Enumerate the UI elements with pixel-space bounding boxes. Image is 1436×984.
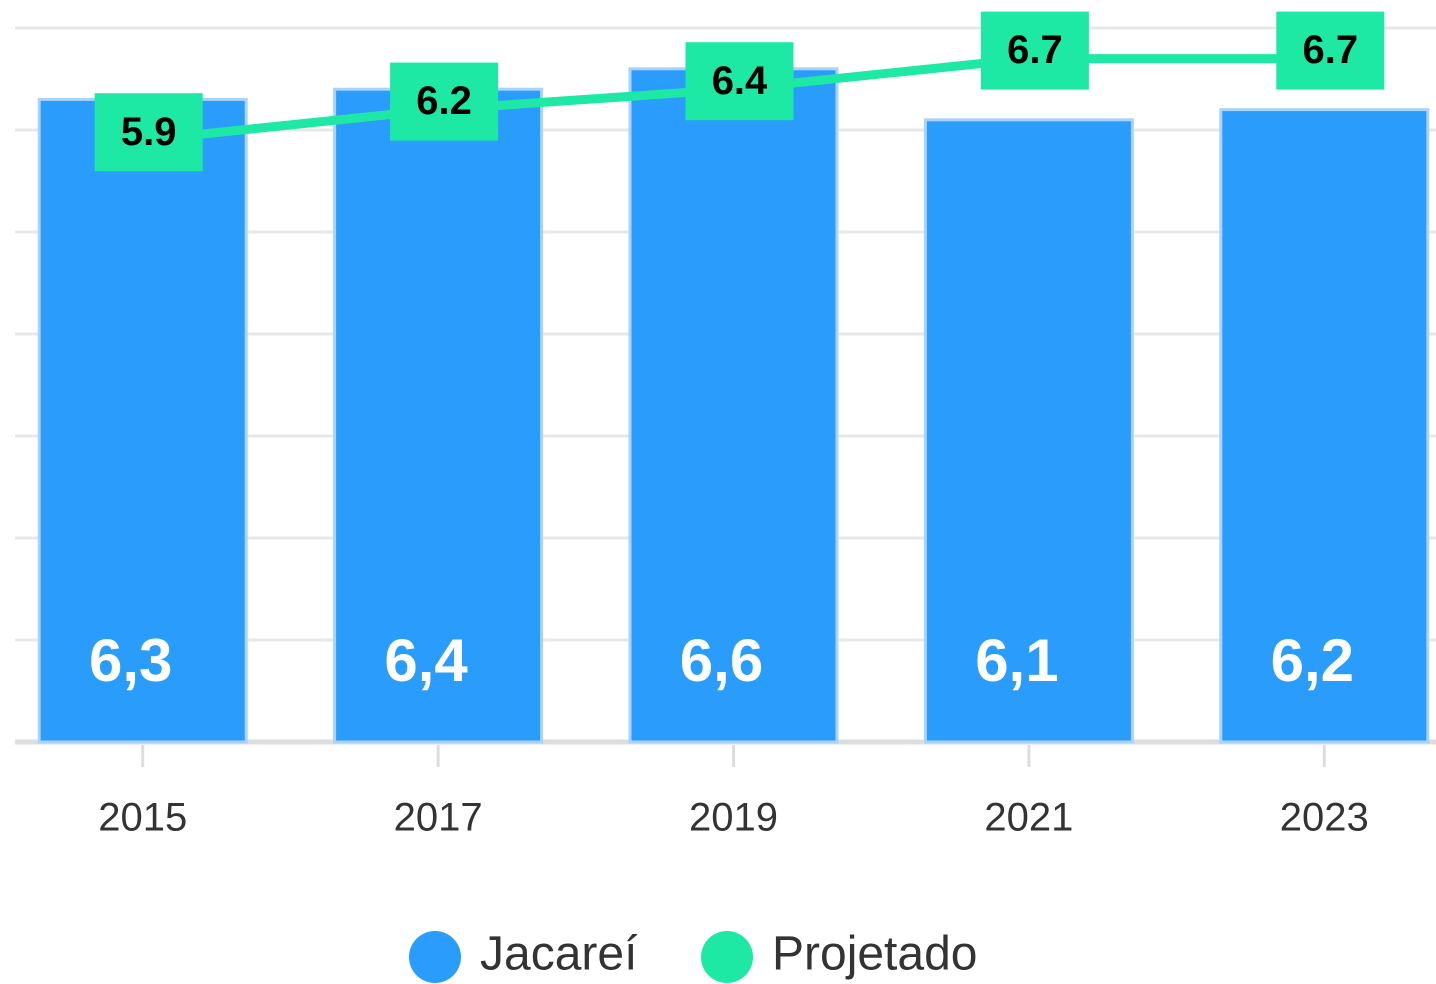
- bar-value-label: 6,3: [89, 627, 172, 694]
- point-value-label: 6.2: [416, 79, 472, 123]
- point-label-box: [685, 42, 794, 121]
- bar-value-label: 6,4: [384, 627, 468, 694]
- x-tick-label: 2023: [1280, 796, 1369, 840]
- bar-value-label: 6,2: [1271, 627, 1354, 694]
- bar: [37, 97, 248, 744]
- point-label-box: [1276, 11, 1385, 90]
- point-label-box: [980, 11, 1089, 90]
- legend-label: Projetado: [772, 928, 977, 981]
- point-value-label: 6.7: [1007, 28, 1063, 72]
- point-value-label: 6.4: [712, 59, 768, 103]
- x-tick-label: 2019: [689, 796, 778, 840]
- legend-label: Jacareí: [480, 928, 638, 981]
- bar: [923, 118, 1134, 744]
- point-label-box: [390, 62, 499, 141]
- bar-value-label: 6,6: [680, 627, 763, 694]
- bar: [1219, 108, 1430, 744]
- legend-marker: [701, 931, 753, 983]
- point-value-label: 6.7: [1302, 28, 1358, 72]
- bar: [333, 87, 544, 744]
- bar-value-label: 6,1: [975, 627, 1058, 694]
- point-value-label: 5.9: [121, 110, 177, 154]
- x-tick-label: 2015: [98, 796, 187, 840]
- x-tick-label: 2021: [984, 796, 1073, 840]
- legend-marker: [409, 931, 461, 983]
- bar: [628, 67, 839, 744]
- x-tick-label: 2017: [394, 796, 483, 840]
- point-label-box: [94, 93, 203, 172]
